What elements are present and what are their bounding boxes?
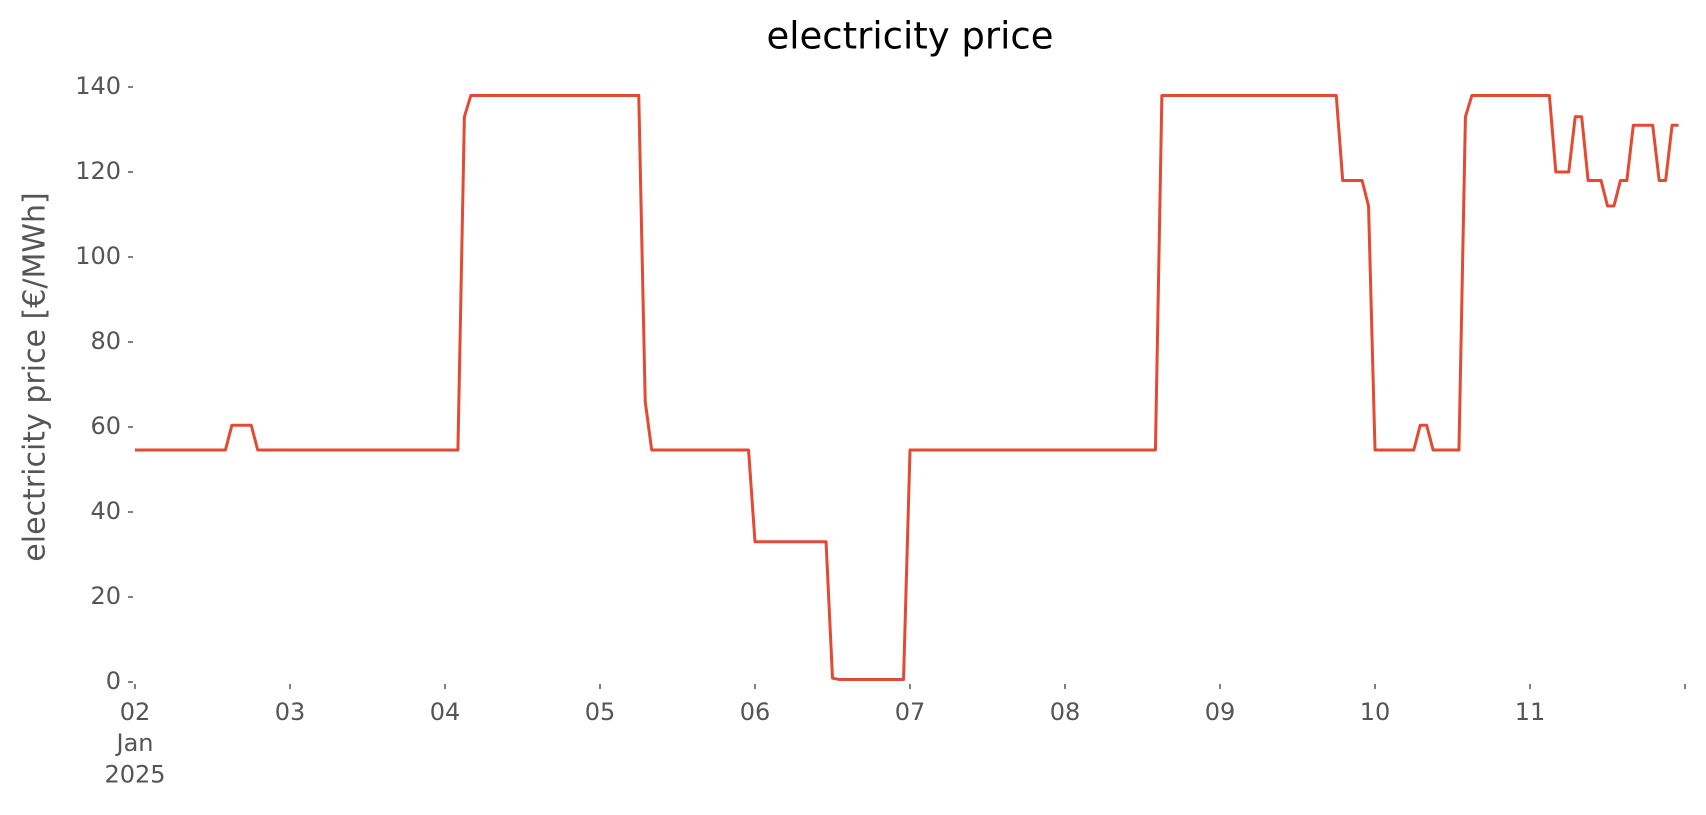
x-tick-label: 06 <box>740 698 771 726</box>
y-tick-label: 80 <box>90 327 121 355</box>
y-tick-label: 0 <box>106 667 121 695</box>
x-tick-label: 02 Jan 2025 <box>104 698 165 788</box>
x-tick-label: 04 <box>430 698 461 726</box>
y-tick-label: 140 <box>75 72 121 100</box>
x-tick-label: 05 <box>585 698 616 726</box>
y-tick-label: 120 <box>75 157 121 185</box>
x-tick-label: 10 <box>1360 698 1391 726</box>
x-tick-label: 09 <box>1205 698 1236 726</box>
y-tick-label: 60 <box>90 412 121 440</box>
x-tick-label: 08 <box>1050 698 1081 726</box>
y-tick-label: 20 <box>90 582 121 610</box>
x-tick-label: 11 <box>1515 698 1546 726</box>
chart-title: electricity price <box>766 15 1053 58</box>
y-tick-label: 100 <box>75 242 121 270</box>
x-tick-label: 07 <box>895 698 926 726</box>
y-axis-label: electricity price [€/MWh] <box>18 192 53 561</box>
line-series <box>135 94 1679 681</box>
x-tick-label: 03 <box>275 698 306 726</box>
y-tick-label: 40 <box>90 497 121 525</box>
